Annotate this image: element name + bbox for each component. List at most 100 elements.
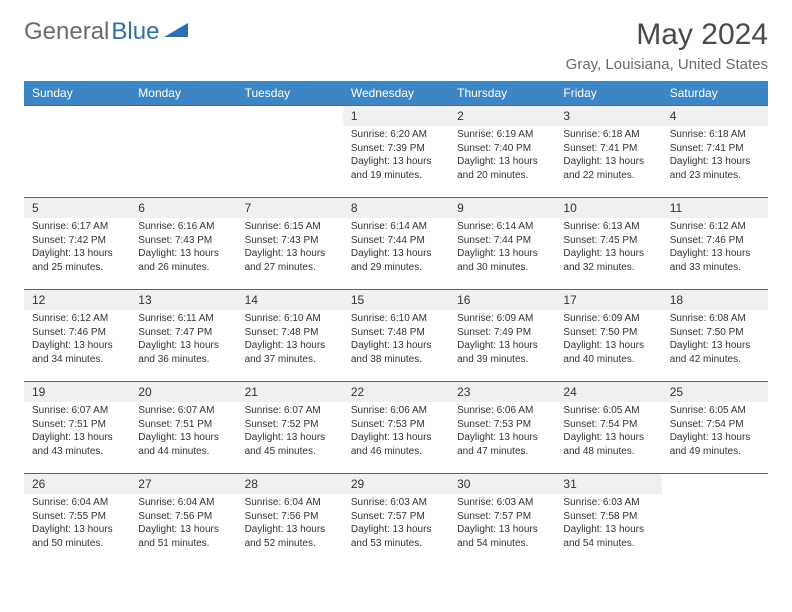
sunrise-line: Sunrise: 6:18 AM: [563, 128, 653, 142]
day-number: 2: [449, 106, 555, 126]
sunrise-line: Sunrise: 6:13 AM: [563, 220, 653, 234]
day-number: 22: [343, 382, 449, 402]
day-number: 10: [555, 198, 661, 218]
day-number: 19: [24, 382, 130, 402]
day-header-row: Sunday Monday Tuesday Wednesday Thursday…: [24, 81, 768, 106]
calendar-day-cell: 3Sunrise: 6:18 AMSunset: 7:41 PMDaylight…: [555, 106, 661, 198]
daylight-line: Daylight: 13 hours and 40 minutes.: [563, 339, 653, 366]
calendar-week-row: 26Sunrise: 6:04 AMSunset: 7:55 PMDayligh…: [24, 474, 768, 566]
sunrise-line: Sunrise: 6:06 AM: [457, 404, 547, 418]
sunset-line: Sunset: 7:52 PM: [245, 418, 335, 432]
day-details: Sunrise: 6:03 AMSunset: 7:58 PMDaylight:…: [555, 494, 661, 556]
daylight-line: Daylight: 13 hours and 44 minutes.: [138, 431, 228, 458]
daylight-line: Daylight: 13 hours and 48 minutes.: [563, 431, 653, 458]
calendar-day-cell: 24Sunrise: 6:05 AMSunset: 7:54 PMDayligh…: [555, 382, 661, 474]
sunset-line: Sunset: 7:44 PM: [457, 234, 547, 248]
calendar-day-cell: 9Sunrise: 6:14 AMSunset: 7:44 PMDaylight…: [449, 198, 555, 290]
calendar-day-cell: [24, 106, 130, 198]
sunset-line: Sunset: 7:56 PM: [245, 510, 335, 524]
day-details: Sunrise: 6:10 AMSunset: 7:48 PMDaylight:…: [343, 310, 449, 372]
sunrise-line: Sunrise: 6:10 AM: [351, 312, 441, 326]
sunset-line: Sunset: 7:51 PM: [32, 418, 122, 432]
day-header: Thursday: [449, 81, 555, 106]
sunset-line: Sunset: 7:43 PM: [245, 234, 335, 248]
calendar-day-cell: 22Sunrise: 6:06 AMSunset: 7:53 PMDayligh…: [343, 382, 449, 474]
sunrise-line: Sunrise: 6:05 AM: [670, 404, 760, 418]
day-number: 4: [662, 106, 768, 126]
sunrise-line: Sunrise: 6:07 AM: [32, 404, 122, 418]
calendar-week-row: 5Sunrise: 6:17 AMSunset: 7:42 PMDaylight…: [24, 198, 768, 290]
calendar-day-cell: 21Sunrise: 6:07 AMSunset: 7:52 PMDayligh…: [237, 382, 343, 474]
day-number: 7: [237, 198, 343, 218]
day-details: Sunrise: 6:08 AMSunset: 7:50 PMDaylight:…: [662, 310, 768, 372]
day-details: Sunrise: 6:03 AMSunset: 7:57 PMDaylight:…: [343, 494, 449, 556]
daylight-line: Daylight: 13 hours and 30 minutes.: [457, 247, 547, 274]
day-details: Sunrise: 6:07 AMSunset: 7:51 PMDaylight:…: [24, 402, 130, 464]
calendar-table: Sunday Monday Tuesday Wednesday Thursday…: [24, 81, 768, 566]
day-number: 24: [555, 382, 661, 402]
sunrise-line: Sunrise: 6:16 AM: [138, 220, 228, 234]
day-details: Sunrise: 6:09 AMSunset: 7:49 PMDaylight:…: [449, 310, 555, 372]
sunset-line: Sunset: 7:40 PM: [457, 142, 547, 156]
calendar-week-row: 19Sunrise: 6:07 AMSunset: 7:51 PMDayligh…: [24, 382, 768, 474]
day-number: 16: [449, 290, 555, 310]
calendar-body: 1Sunrise: 6:20 AMSunset: 7:39 PMDaylight…: [24, 106, 768, 566]
day-number: 9: [449, 198, 555, 218]
day-details: Sunrise: 6:16 AMSunset: 7:43 PMDaylight:…: [130, 218, 236, 280]
sunrise-line: Sunrise: 6:08 AM: [670, 312, 760, 326]
sunrise-line: Sunrise: 6:05 AM: [563, 404, 653, 418]
sunrise-line: Sunrise: 6:06 AM: [351, 404, 441, 418]
daylight-line: Daylight: 13 hours and 54 minutes.: [457, 523, 547, 550]
day-details: Sunrise: 6:11 AMSunset: 7:47 PMDaylight:…: [130, 310, 236, 372]
daylight-line: Daylight: 13 hours and 32 minutes.: [563, 247, 653, 274]
sunset-line: Sunset: 7:53 PM: [351, 418, 441, 432]
calendar-day-cell: 17Sunrise: 6:09 AMSunset: 7:50 PMDayligh…: [555, 290, 661, 382]
sunset-line: Sunset: 7:57 PM: [351, 510, 441, 524]
calendar-day-cell: 7Sunrise: 6:15 AMSunset: 7:43 PMDaylight…: [237, 198, 343, 290]
daylight-line: Daylight: 13 hours and 53 minutes.: [351, 523, 441, 550]
sunset-line: Sunset: 7:58 PM: [563, 510, 653, 524]
day-header: Sunday: [24, 81, 130, 106]
day-details: Sunrise: 6:14 AMSunset: 7:44 PMDaylight:…: [343, 218, 449, 280]
logo: GeneralBlue: [24, 18, 190, 46]
sunset-line: Sunset: 7:57 PM: [457, 510, 547, 524]
month-title: May 2024: [566, 18, 768, 52]
sunrise-line: Sunrise: 6:04 AM: [138, 496, 228, 510]
day-number: 31: [555, 474, 661, 494]
daylight-line: Daylight: 13 hours and 43 minutes.: [32, 431, 122, 458]
calendar-day-cell: 30Sunrise: 6:03 AMSunset: 7:57 PMDayligh…: [449, 474, 555, 566]
calendar-day-cell: 31Sunrise: 6:03 AMSunset: 7:58 PMDayligh…: [555, 474, 661, 566]
sunrise-line: Sunrise: 6:15 AM: [245, 220, 335, 234]
sunrise-line: Sunrise: 6:20 AM: [351, 128, 441, 142]
day-details: Sunrise: 6:04 AMSunset: 7:56 PMDaylight:…: [237, 494, 343, 556]
day-header: Tuesday: [237, 81, 343, 106]
sunset-line: Sunset: 7:50 PM: [563, 326, 653, 340]
day-details: Sunrise: 6:14 AMSunset: 7:44 PMDaylight:…: [449, 218, 555, 280]
day-header: Wednesday: [343, 81, 449, 106]
sunrise-line: Sunrise: 6:04 AM: [32, 496, 122, 510]
sunset-line: Sunset: 7:45 PM: [563, 234, 653, 248]
sunset-line: Sunset: 7:42 PM: [32, 234, 122, 248]
daylight-line: Daylight: 13 hours and 27 minutes.: [245, 247, 335, 274]
daylight-line: Daylight: 13 hours and 36 minutes.: [138, 339, 228, 366]
calendar-day-cell: 15Sunrise: 6:10 AMSunset: 7:48 PMDayligh…: [343, 290, 449, 382]
daylight-line: Daylight: 13 hours and 23 minutes.: [670, 155, 760, 182]
logo-triangle-icon: [164, 21, 190, 44]
day-details: Sunrise: 6:15 AMSunset: 7:43 PMDaylight:…: [237, 218, 343, 280]
day-number: 5: [24, 198, 130, 218]
calendar-day-cell: 4Sunrise: 6:18 AMSunset: 7:41 PMDaylight…: [662, 106, 768, 198]
daylight-line: Daylight: 13 hours and 54 minutes.: [563, 523, 653, 550]
day-details: Sunrise: 6:06 AMSunset: 7:53 PMDaylight:…: [449, 402, 555, 464]
sunrise-line: Sunrise: 6:10 AM: [245, 312, 335, 326]
day-header: Friday: [555, 81, 661, 106]
sunset-line: Sunset: 7:46 PM: [670, 234, 760, 248]
day-details: Sunrise: 6:06 AMSunset: 7:53 PMDaylight:…: [343, 402, 449, 464]
day-details: Sunrise: 6:05 AMSunset: 7:54 PMDaylight:…: [555, 402, 661, 464]
day-details: Sunrise: 6:10 AMSunset: 7:48 PMDaylight:…: [237, 310, 343, 372]
day-number: 20: [130, 382, 236, 402]
daylight-line: Daylight: 13 hours and 52 minutes.: [245, 523, 335, 550]
calendar-day-cell: 23Sunrise: 6:06 AMSunset: 7:53 PMDayligh…: [449, 382, 555, 474]
day-number: 6: [130, 198, 236, 218]
calendar-day-cell: [237, 106, 343, 198]
sunset-line: Sunset: 7:56 PM: [138, 510, 228, 524]
